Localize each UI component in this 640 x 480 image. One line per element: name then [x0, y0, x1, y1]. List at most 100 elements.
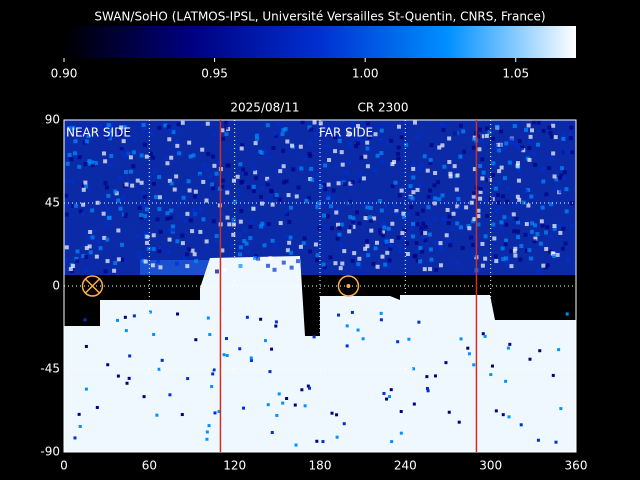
- map-pixel: [549, 134, 554, 139]
- map-pixel: [274, 193, 279, 198]
- map-pixel: [144, 240, 149, 245]
- map-pixel: [120, 242, 125, 247]
- map-pixel: [325, 144, 330, 149]
- map-pixel: [416, 135, 421, 140]
- map-pixel: [512, 229, 517, 234]
- map-pixel: [568, 136, 573, 141]
- map-pixel: [367, 135, 372, 140]
- map-pixel: [524, 222, 529, 227]
- map-pixel: [361, 337, 365, 341]
- map-pixel: [394, 211, 399, 216]
- map-pixel: [423, 231, 428, 236]
- map-pixel: [153, 195, 158, 200]
- map-pixel: [295, 259, 300, 264]
- map-pixel: [444, 233, 449, 238]
- map-pixel: [499, 226, 504, 231]
- map-pixel: [517, 139, 522, 144]
- map-pixel: [135, 178, 140, 183]
- map-pixel: [350, 180, 355, 185]
- map-pixel: [335, 413, 339, 417]
- map-pixel: [368, 206, 373, 211]
- map-pixel: [119, 125, 124, 130]
- map-pixel: [183, 218, 188, 223]
- map-pixel: [387, 395, 391, 399]
- map-pixel: [363, 246, 368, 251]
- map-pixel: [418, 183, 423, 188]
- x-tick-label: 360: [565, 459, 588, 473]
- map-pixel: [355, 141, 360, 146]
- map-pixel: [365, 205, 370, 210]
- map-pixel: [315, 253, 320, 258]
- map-pixel: [470, 219, 475, 224]
- map-pixel: [433, 240, 438, 245]
- map-pixel: [518, 147, 523, 152]
- map-pixel: [142, 395, 146, 399]
- map-pixel: [412, 367, 416, 371]
- map-pixel: [268, 256, 273, 261]
- x-tick-label: 240: [394, 459, 417, 473]
- map-pixel: [241, 167, 246, 172]
- map-pixel: [375, 153, 380, 158]
- map-pixel: [180, 120, 185, 125]
- map-pixel: [83, 180, 88, 185]
- map-pixel: [300, 388, 304, 392]
- map-pixel: [505, 263, 510, 268]
- map-pixel: [271, 146, 276, 151]
- map-pixel: [138, 213, 143, 218]
- map-pixel: [224, 125, 229, 130]
- map-pixel: [155, 217, 160, 222]
- map-pixel: [512, 249, 517, 254]
- map-pixel: [201, 162, 206, 167]
- map-pixel: [513, 141, 518, 146]
- map-pixel: [118, 206, 123, 211]
- map-pixel: [167, 228, 172, 233]
- map-pixel: [378, 231, 383, 236]
- map-pixel: [74, 256, 79, 261]
- map-pixel: [415, 187, 420, 192]
- map-pixel: [317, 127, 322, 132]
- map-pixel: [500, 246, 505, 251]
- map-pixel: [334, 210, 339, 215]
- map-pixel: [524, 127, 529, 132]
- map-pixel: [562, 170, 567, 175]
- map-pixel: [123, 315, 127, 319]
- map-pixel: [365, 164, 370, 169]
- map-pixel: [131, 150, 136, 155]
- map-pixel: [367, 215, 372, 220]
- map-pixel: [478, 163, 483, 168]
- map-pixel: [215, 239, 220, 244]
- map-pixel: [535, 142, 540, 147]
- map-pixel: [506, 346, 510, 350]
- map-pixel: [103, 269, 108, 274]
- map-pixel: [401, 236, 406, 241]
- map-pixel: [324, 130, 329, 135]
- map-pixel: [557, 176, 562, 181]
- map-pixel: [386, 264, 391, 269]
- map-pixel: [252, 256, 257, 261]
- map-pixel: [131, 164, 136, 169]
- map-pixel: [285, 248, 290, 253]
- map-pixel: [552, 226, 557, 231]
- map-pixel: [142, 203, 147, 208]
- map-pixel: [75, 259, 80, 264]
- map-pixel: [262, 224, 267, 229]
- map-pixel: [167, 178, 172, 183]
- map-pixel: [491, 136, 496, 141]
- map-pixel: [211, 219, 216, 224]
- map-pixel: [174, 174, 179, 179]
- map-pixel: [73, 436, 77, 440]
- map-pixel: [477, 134, 482, 139]
- map-pixel: [558, 230, 563, 235]
- map-pixel: [476, 214, 481, 219]
- map-pixel: [235, 174, 240, 179]
- map-pixel: [438, 263, 443, 268]
- map-pixel: [448, 174, 453, 179]
- map-pixel: [192, 252, 197, 257]
- map-pixel: [88, 250, 93, 255]
- map-pixel: [346, 132, 351, 137]
- x-tick-label: 0: [60, 459, 68, 473]
- map-pixel: [440, 143, 445, 148]
- map-pixel: [230, 244, 235, 249]
- white-region: [64, 256, 576, 452]
- map-pixel: [246, 185, 251, 190]
